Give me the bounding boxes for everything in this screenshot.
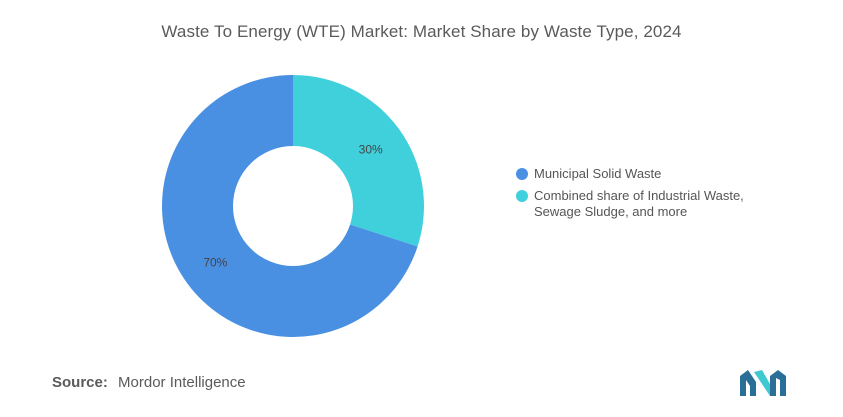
legend-item-municipal-solid-waste: Municipal Solid Waste <box>516 166 796 182</box>
logo-shape-left <box>740 370 756 396</box>
logo-shape-right <box>770 370 786 396</box>
slice-labels: 30% 70% <box>203 143 383 270</box>
legend-item-combined-share: Combined share of Industrial Waste, Sewa… <box>516 188 796 220</box>
source-text: Mordor Intelligence <box>118 374 246 391</box>
legend-label: Combined share of Industrial Waste, Sewa… <box>534 188 744 219</box>
mordor-intelligence-logo <box>740 370 786 396</box>
chart-legend: Municipal Solid Waste Combined share of … <box>516 166 796 226</box>
legend-swatch-municipal-solid-waste <box>516 168 528 180</box>
slice-data-label: 30% <box>359 143 383 157</box>
donut-hole <box>233 146 353 266</box>
legend-swatch-combined-share <box>516 190 528 202</box>
legend-label: Municipal Solid Waste <box>534 166 662 181</box>
source-line: Source: Mordor Intelligence <box>52 374 246 391</box>
logo-shape-middle <box>754 370 770 396</box>
chart-title: Waste To Energy (WTE) Market: Market Sha… <box>161 22 682 41</box>
slice-data-label: 70% <box>203 255 227 269</box>
source-label: Source: <box>52 374 108 391</box>
